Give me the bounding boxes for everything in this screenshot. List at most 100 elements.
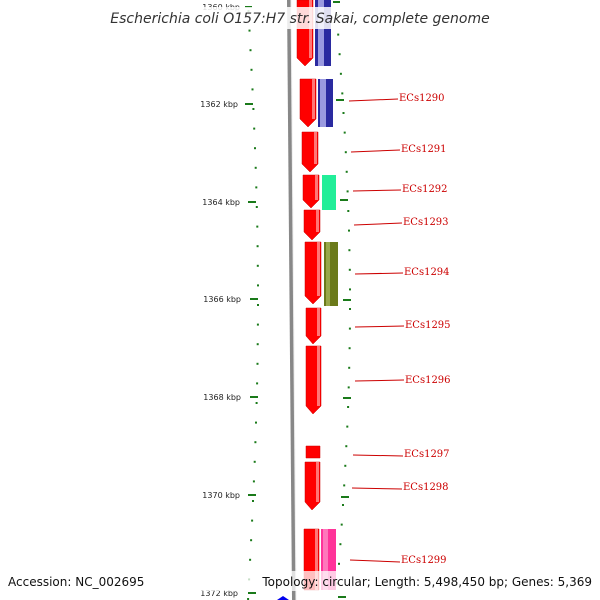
ruler-dot: [256, 343, 259, 346]
gene-label-ECs1293: ECs1293: [403, 217, 449, 228]
topology-text: Topology: circular; Length: 5,498,450 bp…: [261, 575, 592, 589]
cds-arrow-shade: [315, 175, 318, 200]
ruler-dot: [349, 288, 351, 291]
ruler-dot: [346, 190, 349, 193]
tick-label-1362: 1362 kbp: [200, 100, 238, 109]
backbone-highlight: [290, 0, 297, 600]
gene-label-ECs1292: ECs1292: [402, 184, 448, 195]
gene-label-ECs1290: ECs1290: [399, 93, 445, 104]
feature-block-blue-shade: [318, 0, 324, 66]
ruler-dot: [255, 186, 258, 189]
ruler-dot: [342, 112, 345, 114]
ruler-dot: [250, 68, 253, 71]
ruler-dot: [252, 480, 255, 483]
title-backing: [110, 7, 490, 29]
ruler-dot: [257, 284, 259, 287]
ruler-dot: [252, 500, 254, 502]
position-marker-icon: [277, 596, 289, 600]
ruler-dot: [249, 49, 252, 52]
ruler-dot: [348, 249, 351, 252]
gene-labels: ECs1290 ECs1291 ECs1292 ECs1293 ECs1294 …: [348, 93, 451, 566]
feature-block-blue-shade: [320, 79, 326, 127]
genome-backbone: [287, 0, 297, 600]
ruler-dot: [343, 484, 346, 487]
gene-label-ECs1294: ECs1294: [404, 267, 450, 278]
ruler-dot: [342, 504, 344, 506]
ruler-dot: [344, 464, 347, 467]
ruler-dot: [346, 425, 349, 428]
backbone-outer: [287, 0, 296, 600]
tick-label-1368: 1368 kbp: [203, 393, 241, 402]
cds-arrow-shade: [317, 346, 320, 406]
ruler-dot: [337, 33, 340, 36]
ruler-dot: [257, 304, 259, 306]
ruler-dot: [253, 460, 256, 463]
ruler-dot: [255, 206, 258, 208]
footer-backing: [0, 571, 600, 591]
gene-label-ECs1297: ECs1297: [404, 449, 450, 460]
ruler-dot: [253, 127, 256, 130]
cds-arrow-shade: [316, 210, 319, 232]
ruler-dot: [339, 72, 342, 75]
ruler-dot: [248, 29, 251, 32]
tick-group: 1360 kbp 1362 kbp 1364 kbp 1366 kbp 1368…: [200, 3, 258, 598]
left-minor-ticks: [247, 10, 259, 600]
ruler-dot: [256, 225, 259, 228]
leader-line: [352, 189, 402, 192]
ruler-dot: [251, 519, 254, 522]
ruler-dot: [251, 88, 254, 91]
gene-label-ECs1298: ECs1298: [403, 482, 449, 493]
ruler-dot: [348, 366, 351, 369]
leader-line: [354, 325, 405, 328]
ruler-dot: [345, 445, 348, 448]
tick-label-1372: 1372 kbp: [200, 589, 238, 598]
feature-block-pink-shade: [323, 529, 328, 590]
ruler-dot: [254, 441, 257, 444]
right-major-ticks: [333, 1, 351, 598]
cds-arrow-shade: [315, 529, 318, 590]
ruler-dot: [256, 362, 259, 365]
ruler-dot: [348, 229, 350, 232]
ruler-dot: [347, 386, 350, 389]
leader-line: [350, 149, 401, 153]
leader-line: [353, 222, 403, 226]
ruler-dot: [255, 402, 258, 404]
leader-line: [351, 487, 403, 490]
right-minor-ticks: [335, 14, 351, 585]
ruler-dot: [341, 92, 344, 95]
ruler-dot: [338, 562, 340, 565]
gene-label-ECs1299: ECs1299: [401, 555, 447, 566]
tick-label-1364: 1364 kbp: [202, 198, 240, 207]
cds-track: [296, 0, 322, 591]
ruler-dot: [256, 245, 259, 248]
gene-label-ECs1296: ECs1296: [405, 375, 451, 386]
ruler-dot: [256, 264, 259, 267]
ruler-dot: [339, 543, 342, 546]
ruler-dot: [247, 598, 250, 600]
ruler-dot: [347, 210, 350, 212]
gene-label-ECs1291: ECs1291: [401, 144, 447, 155]
cds-arrow-shade: [312, 79, 315, 119]
ruler-dot: [254, 166, 257, 169]
ruler-dot: [249, 558, 252, 561]
ruler-dot: [347, 406, 350, 408]
ruler-dot: [343, 131, 346, 134]
ruler-dot: [256, 323, 259, 326]
ruler-dot: [345, 170, 348, 173]
cds-arrow-shade: [314, 132, 317, 164]
ruler-dot: [338, 53, 341, 56]
ruler-dot: [349, 308, 351, 310]
gene-label-ECs1295: ECs1295: [405, 320, 451, 331]
leader-line: [349, 559, 401, 563]
feature-block-teal: [322, 175, 336, 210]
cds-arrow: [305, 445, 321, 459]
leader-line: [354, 272, 404, 275]
leader-line: [352, 454, 404, 457]
ruler-dot: [254, 147, 256, 150]
ruler-dot: [348, 347, 351, 350]
cds-arrow-shade: [317, 242, 320, 296]
ruler-dot: [252, 108, 255, 110]
ruler-dot: [348, 268, 351, 271]
page-title: Escherichia coli O157:H7 str. Sakai, com…: [110, 11, 489, 27]
